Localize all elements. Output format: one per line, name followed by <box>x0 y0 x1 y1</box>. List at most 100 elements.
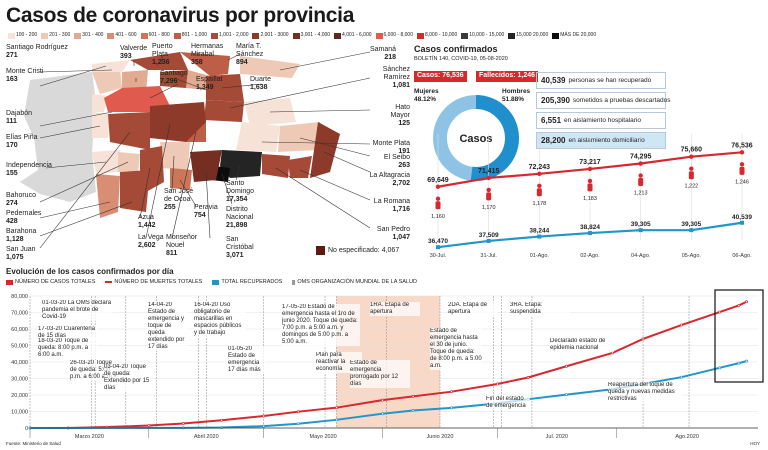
scale-item: 601 - 800 <box>140 32 170 39</box>
map-elias-pina <box>92 112 110 138</box>
prov-pedernales: Pedernales 428 <box>6 210 42 225</box>
month-label: Mayo 2020 <box>310 434 337 440</box>
mini-recovered-label: 38,824 <box>580 224 600 231</box>
map-monte-cristi <box>92 60 130 72</box>
map-sanchez-ramirez <box>204 100 244 122</box>
mini-date-label: 05-Ago. <box>682 253 702 259</box>
y-tick-label: 80,000 <box>11 294 28 300</box>
prov-san-cristobal: San Cristóbal 3,071 <box>226 236 254 259</box>
series-point <box>262 414 266 418</box>
annotation-text: 14-04-20 Estado de emergencia y toque de… <box>148 302 188 351</box>
prov-monte-cristi: Monte Cristi 163 <box>6 68 44 83</box>
person-icon <box>587 178 593 192</box>
y-tick-label: 50,000 <box>11 344 28 350</box>
scale-swatch <box>140 32 148 39</box>
annotation: 01-03-20 La OMS declara pandemia el brot… <box>42 300 112 321</box>
annotation-text: 01-05-20 Estado de emergencia 17 días má… <box>228 346 266 374</box>
y-tick-label: 40,000 <box>11 360 28 366</box>
prov-dajabon: Dajabón 111 <box>6 110 33 125</box>
mini-recovered-label: 40,539 <box>732 214 752 221</box>
y-tick-label: 70,000 <box>11 311 28 317</box>
map-puerto-plata <box>130 52 188 70</box>
prov-monte-plata: Monte Plata 191 <box>372 140 410 155</box>
y-tick-label: 0 <box>25 426 28 432</box>
prov-valverde: Valverde 393 <box>120 45 148 60</box>
annotation-text: Reapertura del toque de queda y nuevas m… <box>608 382 682 403</box>
province-map: Santiago Rodríguez 271 Monte Cristi 163 Da… <box>0 42 412 264</box>
prov-distrito-nacional: Distrito Nacional 21,898 <box>226 206 254 229</box>
mini-date-label: 02-Ago. <box>580 253 600 259</box>
donut-hole <box>448 110 504 166</box>
prov-san-jose-de-ocoa: San José de Ocoa 255 <box>164 188 194 211</box>
prov-hermanas-mirabal: Hermanas Mirabal 358 <box>191 43 224 66</box>
prov-san-juan: San Juan 1,075 <box>6 246 36 261</box>
series-point <box>181 421 185 425</box>
person-icon <box>486 187 492 201</box>
mini-trend-chart: 69,649 1,160 71,415 1,170 72,243 1,178 73,217 1… <box>427 134 753 259</box>
hombres-label: Hombres 51.88% <box>502 88 531 103</box>
map-santiago <box>104 86 170 112</box>
scale-swatch <box>211 32 219 39</box>
map-la-altagracia <box>310 122 340 178</box>
mini-recovered-point <box>588 231 592 236</box>
annotation: 14-04-20 Estado de emergencia y toque de… <box>148 302 188 351</box>
annotation: Declarado estado de epidemia nacional <box>550 338 614 352</box>
series-point <box>296 410 300 414</box>
annotation-text: Declarado estado de epidemia nacional <box>550 338 614 352</box>
scale-item: 3,001 - 4,000 <box>292 32 330 39</box>
series-point <box>679 375 683 379</box>
series-point <box>737 303 741 307</box>
map-santo-domingo <box>220 150 262 178</box>
scale-swatch <box>552 32 560 39</box>
annotation: 01-05-20 Estado de emergencia 17 días má… <box>228 346 266 374</box>
series-point <box>335 406 338 410</box>
map-san-jose-de-ocoa <box>160 142 190 170</box>
series-point <box>718 310 722 314</box>
stat-recuperados: 40,539 personas se han recuperado <box>536 72 666 89</box>
haiti-shape <box>20 72 96 202</box>
annotation-text: 03-04-20 Toque de queda: Extendido por 1… <box>104 364 150 392</box>
scale-swatch <box>461 32 469 39</box>
donut-hombres-arc <box>433 95 519 181</box>
mini-deaths-label: 1,213 <box>634 191 648 197</box>
scale-item: 100 - 200 <box>8 32 37 39</box>
footer-source: Fuente: Ministerio de Salud <box>6 441 61 446</box>
series-point <box>262 424 266 428</box>
evolution-legend: NÚMERO DE CASOS TOTALES NÚMERO DE MUERTE… <box>6 279 417 285</box>
series-point <box>450 406 453 410</box>
series-point <box>564 364 568 368</box>
annotation-text: 16-04-20 Uso obligatorio de mascarillas … <box>194 302 246 337</box>
prov-duarte: Duarte 1,638 <box>250 76 272 91</box>
annotation-text: Estado de emergencia prorrogado por 12 d… <box>350 360 410 388</box>
annotation-text: Estado de emergencia hasta el 30 de juni… <box>430 328 482 370</box>
confirmed-header: Casos confirmados <box>414 44 498 54</box>
annotation: 2DA. Etapa de apertura <box>448 302 498 316</box>
map-samana <box>240 56 300 78</box>
series-point <box>737 361 741 365</box>
legend-muertes: NÚMERO DE MUERTES TOTALES <box>105 279 202 285</box>
person-icon <box>688 166 694 180</box>
mini-recovered-point <box>436 245 440 250</box>
prov-independencia: Independencia 155 <box>6 162 52 177</box>
legend-recuperados: TOTAL RECUPERADOS <box>212 279 282 285</box>
mini-cases-point <box>587 166 593 172</box>
stat-hospitalario: 6,551 en aislamiento hospitalario <box>536 112 666 129</box>
mini-cases-label: 71,415 <box>478 168 500 175</box>
mini-cases-label: 73,217 <box>579 159 601 166</box>
scale-item: 2,001 - 3000 <box>252 32 289 39</box>
mini-date-label: 01-Ago. <box>530 253 550 259</box>
person-icon <box>739 162 745 175</box>
gender-donut: Casos <box>433 95 519 181</box>
scale-swatch <box>107 32 115 39</box>
series-point <box>496 382 499 386</box>
scale-item: 301 - 400 <box>74 32 103 39</box>
annotation: Fin del estado de emergencia <box>486 396 530 410</box>
series-point <box>745 300 748 304</box>
prov-samana: Samaná 218 <box>370 46 397 61</box>
stat-domiciliario: 28,200 en aislamiento domiciliario <box>536 132 666 149</box>
scale-label: 1,001 - 2,000 <box>219 32 249 38</box>
page-title: Casos de coronavirus por provincia <box>6 4 355 27</box>
series-point <box>745 359 748 363</box>
scale-item: 15,000 20,000 <box>508 32 548 39</box>
mini-cases-point <box>435 184 441 189</box>
